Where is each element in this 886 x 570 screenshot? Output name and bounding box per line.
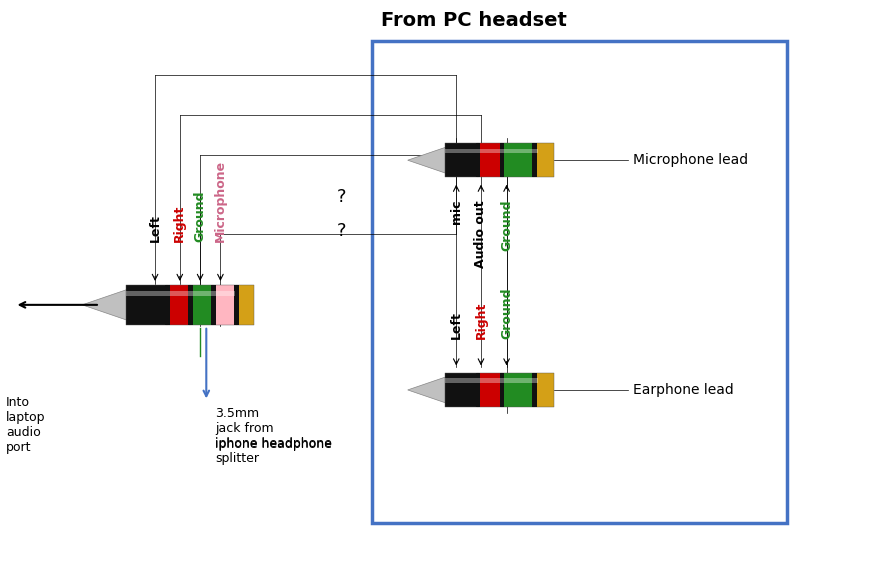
Text: Ground: Ground	[500, 200, 513, 251]
Bar	[127, 291, 235, 296]
Bar	[446, 378, 538, 382]
Bar	[500, 143, 504, 177]
Bar	[211, 285, 216, 325]
Polygon shape	[411, 148, 446, 172]
Bar	[214, 285, 237, 325]
Bar	[476, 143, 480, 177]
Polygon shape	[87, 291, 127, 319]
Polygon shape	[408, 148, 446, 173]
Bar	[532, 373, 537, 407]
Text: Microphone lead: Microphone lead	[633, 153, 748, 167]
Text: Ground: Ground	[194, 191, 206, 242]
Bar	[446, 149, 538, 153]
Polygon shape	[411, 378, 446, 402]
Bar	[534, 143, 554, 177]
Text: Into
laptop
audio
port: Into laptop audio port	[6, 396, 45, 454]
Bar	[501, 373, 534, 407]
Text: Right: Right	[475, 302, 487, 339]
Bar	[165, 285, 170, 325]
Bar	[478, 143, 501, 177]
Text: Audio out: Audio out	[475, 200, 487, 267]
Bar	[478, 373, 501, 407]
Polygon shape	[87, 291, 127, 319]
Bar	[500, 373, 504, 407]
Text: Left: Left	[450, 311, 462, 339]
Text: Microphone: Microphone	[214, 160, 227, 242]
Text: ?: ?	[337, 222, 346, 240]
Text: iphone headphone: iphone headphone	[215, 438, 332, 451]
Polygon shape	[408, 377, 446, 403]
Bar	[446, 373, 478, 407]
Bar	[501, 143, 534, 177]
Text: From PC headset: From PC headset	[381, 11, 567, 30]
Text: Left: Left	[149, 214, 161, 242]
Text: ?: ?	[337, 188, 346, 206]
Text: Earphone lead: Earphone lead	[633, 383, 734, 397]
Text: Ground: Ground	[500, 287, 513, 339]
Bar	[532, 143, 537, 177]
Bar	[237, 285, 254, 325]
Bar	[127, 285, 167, 325]
Bar	[234, 285, 239, 325]
Text: 3.5mm
jack from
iphone headphone
splitter: 3.5mm jack from iphone headphone splitte…	[215, 407, 332, 465]
Text: Right: Right	[174, 205, 186, 242]
Bar	[167, 285, 190, 325]
Text: mic: mic	[450, 200, 462, 225]
Bar	[476, 373, 480, 407]
Polygon shape	[82, 290, 127, 320]
Bar	[190, 285, 214, 325]
Bar	[188, 285, 193, 325]
Bar	[534, 373, 554, 407]
Polygon shape	[411, 148, 446, 172]
Polygon shape	[411, 378, 446, 402]
Bar	[446, 143, 478, 177]
